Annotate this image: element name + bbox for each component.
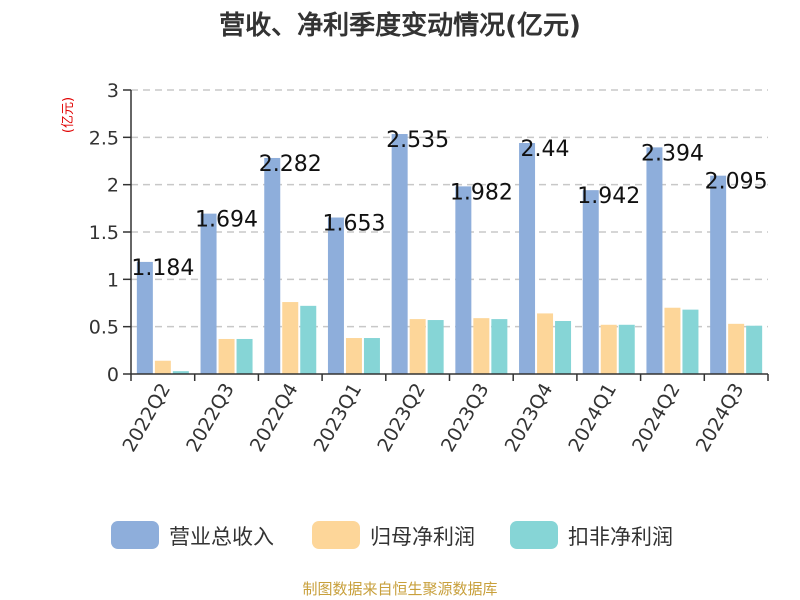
data-labels: 1.1841.6942.2821.6532.5351.9822.441.9422…: [131, 128, 767, 281]
bar-2024Q3-1: [728, 323, 745, 374]
bar-2023Q2-1: [409, 319, 426, 374]
x-tick-label: 2024Q3: [692, 380, 749, 456]
x-tick-label: 2022Q3: [182, 380, 239, 456]
bar-2022Q4-2: [300, 305, 317, 374]
bar-2024Q2-0: [646, 147, 663, 374]
chart-title: 营收、净利季度变动情况(亿元): [219, 10, 581, 41]
bar-2023Q3-0: [455, 186, 472, 374]
bar-2022Q3-0: [200, 213, 217, 374]
bar-2023Q3-2: [491, 319, 508, 374]
bar-2022Q2-0: [136, 261, 153, 374]
legend-swatch: [510, 521, 558, 549]
bar-2023Q4-2: [555, 320, 572, 374]
x-tick-label: 2023Q2: [373, 380, 430, 456]
bar-2023Q2-0: [391, 134, 408, 374]
x-tick-label: 2023Q1: [310, 380, 367, 456]
bar-2024Q3-0: [710, 175, 727, 374]
data-label: 1.653: [322, 212, 385, 237]
data-label: 1.982: [450, 180, 513, 205]
y-tick-label: 1.5: [89, 222, 119, 244]
bar-2023Q4-1: [537, 313, 554, 374]
data-label: 1.942: [577, 184, 640, 209]
data-label: 2.44: [521, 137, 570, 162]
data-label: 2.095: [705, 170, 768, 195]
bar-2024Q1-2: [618, 324, 635, 374]
legend-label: 扣非净利润: [568, 525, 673, 549]
legend-swatch: [312, 521, 360, 549]
bar-2022Q3-1: [218, 338, 235, 374]
data-label: 1.694: [195, 208, 258, 233]
bar-2024Q1-0: [582, 190, 599, 374]
y-tick-label: 0: [107, 364, 119, 386]
legend-swatch: [111, 521, 159, 549]
bar-2023Q1-2: [363, 338, 380, 374]
y-tick-label: 1: [107, 269, 119, 291]
bar-2023Q1-0: [327, 217, 344, 374]
data-label: 2.535: [386, 128, 449, 153]
x-tick-label: 2023Q4: [501, 380, 558, 456]
bar-2022Q3-2: [236, 338, 253, 374]
bar-2023Q1-1: [345, 338, 362, 374]
data-label: 1.184: [131, 256, 194, 281]
y-tick-label: 3: [107, 80, 119, 102]
bar-2024Q2-2: [682, 309, 699, 374]
source-note: 制图数据来自恒生聚源数据库: [302, 580, 497, 598]
bar-2024Q2-1: [664, 307, 681, 374]
y-tick-label: 0.5: [89, 317, 119, 339]
bars: [136, 134, 763, 374]
axes: [123, 89, 769, 381]
legend: 营业总收入 归母净利润 扣非净利润: [111, 521, 673, 549]
bar-2023Q4-0: [519, 143, 536, 374]
bar-2022Q4-1: [282, 302, 299, 374]
x-tick-label: 2023Q3: [437, 380, 494, 456]
data-label: 2.394: [641, 141, 704, 166]
bar-2024Q3-2: [746, 325, 763, 374]
x-tick-label: 2024Q1: [564, 380, 621, 456]
legend-label: 营业总收入: [169, 525, 274, 549]
legend-label: 归母净利润: [370, 525, 475, 549]
y-tick-labels: 0 0.5 1 1.5 2 2.5 3: [89, 80, 119, 386]
y-tick-label: 2: [107, 175, 119, 197]
bar-2023Q3-1: [473, 318, 490, 374]
x-tick-label: 2024Q2: [628, 380, 685, 456]
bar-2022Q2-1: [154, 360, 171, 374]
data-label: 2.282: [259, 152, 322, 177]
y-tick-label: 2.5: [89, 127, 119, 149]
bar-2022Q4-0: [264, 157, 281, 374]
bar-2023Q2-2: [427, 320, 444, 374]
y-axis-unit-label: (亿元): [61, 97, 76, 133]
x-tick-labels: 2022Q2 2022Q3 2022Q4 2023Q1 2023Q2 2023Q3 2023…: [118, 380, 748, 456]
bar-2024Q1-1: [600, 324, 617, 374]
x-tick-label: 2022Q4: [246, 380, 303, 456]
bar-2022Q2-2: [172, 371, 189, 374]
x-tick-label: 2022Q2: [118, 380, 175, 456]
